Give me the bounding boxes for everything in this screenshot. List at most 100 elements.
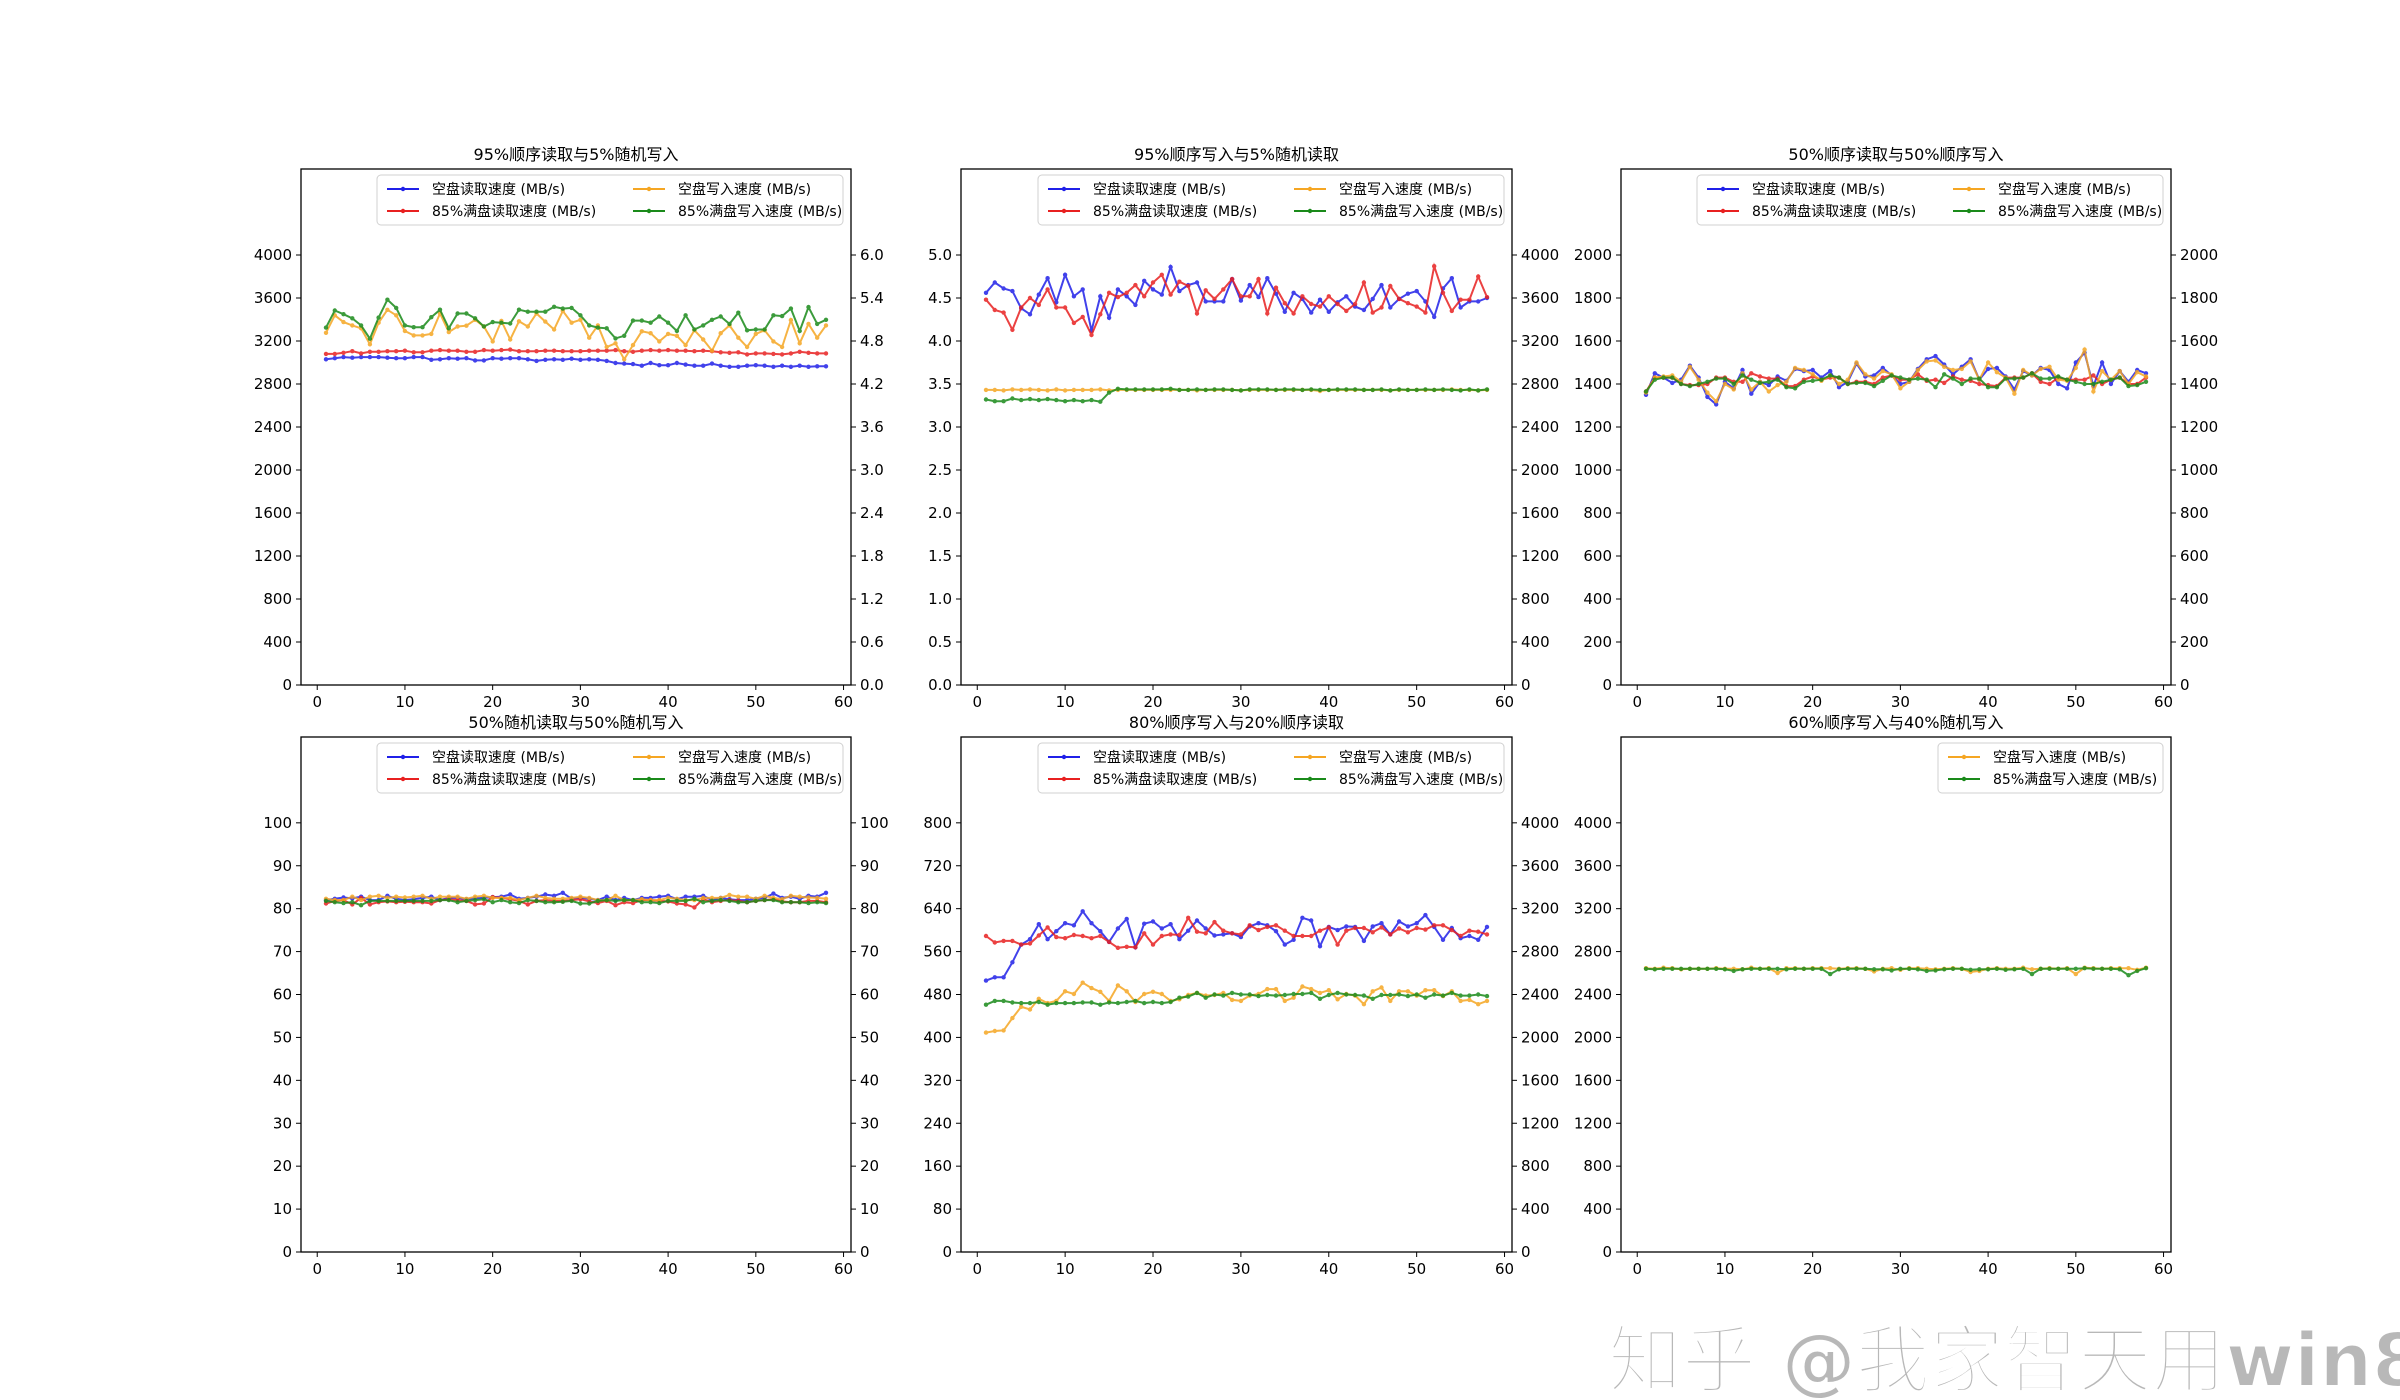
- y-left-tick-label: 3.5: [928, 375, 952, 393]
- data-point: [2143, 371, 2149, 376]
- y-left-tick-label: 4.0: [928, 332, 952, 350]
- data-point: [1221, 387, 1226, 392]
- legend-marker: [1720, 186, 1726, 192]
- data-point: [1950, 966, 1956, 971]
- data-point: [823, 364, 829, 369]
- y-right-tick-label: 1800: [2180, 289, 2218, 307]
- data-point: [1942, 380, 1947, 386]
- y-left-tick-label: 2400: [254, 418, 292, 436]
- data-point: [2143, 379, 2149, 384]
- data-point: [823, 317, 829, 322]
- data-point: [683, 348, 688, 353]
- data-point: [1476, 274, 1481, 279]
- y-left-tick-label: 600: [1583, 547, 1612, 565]
- data-point: [323, 325, 329, 330]
- legend-box: [1037, 742, 1505, 794]
- data-point: [2012, 967, 2017, 972]
- legend-marker: [1307, 754, 1313, 760]
- data-point: [367, 894, 373, 899]
- legend-label: 85%满盘写入速度 (MB/s): [678, 771, 842, 788]
- legend-label: 85%满盘写入速度 (MB/s): [678, 203, 842, 220]
- data-point: [1845, 377, 1851, 382]
- data-point: [1080, 287, 1085, 292]
- series-line: [325, 891, 827, 902]
- data-point: [350, 355, 355, 360]
- data-point: [1265, 387, 1270, 392]
- data-point: [2038, 366, 2043, 372]
- data-point: [2047, 376, 2052, 381]
- data-point: [323, 357, 329, 362]
- legend-marker: [400, 208, 406, 214]
- series-line: [985, 387, 1488, 403]
- data-point: [595, 898, 601, 904]
- data-point: [1106, 1000, 1112, 1005]
- data-point: [1291, 311, 1296, 316]
- data-point: [499, 356, 504, 361]
- data-point: [1370, 989, 1375, 994]
- data-point: [718, 363, 723, 368]
- data-point: [481, 893, 487, 898]
- series-line: [1645, 346, 2147, 403]
- data-point: [1361, 307, 1367, 313]
- data-point: [1810, 367, 1815, 373]
- data-point: [464, 311, 469, 316]
- data-point: [1115, 983, 1121, 988]
- data-point: [779, 344, 785, 350]
- data-point: [1115, 287, 1121, 292]
- legend-marker: [400, 754, 406, 760]
- data-point: [1142, 1000, 1147, 1006]
- data-point: [2126, 966, 2131, 971]
- data-point: [437, 894, 443, 899]
- watermark-text: 知乎 @我家智天用win8: [1608, 1318, 2400, 1400]
- data-point: [1054, 934, 1059, 940]
- data-point: [648, 900, 653, 905]
- data-point: [1414, 921, 1419, 926]
- data-point: [1687, 364, 1693, 369]
- data-point: [1484, 998, 1490, 1004]
- data-point: [727, 350, 732, 355]
- data-point: [2047, 381, 2052, 387]
- data-point: [992, 1028, 997, 1034]
- y-left-tick-label: 0.0: [928, 676, 952, 694]
- series-2: [983, 262, 1490, 338]
- data-point: [1370, 924, 1375, 929]
- legend-entry: 空盘读取速度 (MB/s): [387, 749, 565, 766]
- legend-marker: [1061, 754, 1067, 760]
- legend-entry: 85%满盘写入速度 (MB/s): [1294, 771, 1503, 788]
- data-point: [823, 351, 829, 356]
- y-right-tick-label: 1600: [1521, 1071, 1559, 1089]
- data-point: [367, 336, 373, 341]
- data-point: [1309, 310, 1314, 315]
- data-point: [1440, 937, 1446, 942]
- legend: 空盘读取速度 (MB/s) 85%满盘读取速度 (MB/s) 空盘写入速度 (MB/…: [376, 174, 844, 226]
- legend-marker: [1307, 776, 1313, 782]
- data-point: [1476, 937, 1481, 942]
- legend-label: 空盘写入速度 (MB/s): [1998, 181, 2131, 198]
- data-point: [402, 898, 408, 904]
- data-point: [1714, 966, 1719, 971]
- data-point: [1309, 933, 1314, 939]
- data-point: [578, 313, 583, 318]
- data-point: [1335, 990, 1340, 996]
- data-point: [481, 897, 487, 902]
- data-point: [551, 357, 557, 362]
- data-point: [1458, 998, 1463, 1004]
- data-point: [472, 897, 478, 903]
- data-point: [1696, 966, 1701, 971]
- data-point: [1027, 387, 1033, 392]
- data-point: [1001, 975, 1006, 980]
- y-left-tick-label: 5.0: [928, 246, 952, 264]
- data-point: [569, 320, 574, 325]
- y-left-tick-label: 400: [1583, 590, 1612, 608]
- data-point: [1062, 989, 1068, 994]
- data-point: [1317, 928, 1323, 933]
- series-2: [323, 347, 829, 357]
- data-point: [674, 333, 680, 338]
- data-point: [350, 316, 355, 321]
- data-point: [806, 895, 811, 900]
- data-point: [1326, 309, 1332, 314]
- data-point: [1643, 966, 1649, 971]
- chart-title: 80%顺序写入与20%顺序读取: [1129, 713, 1344, 732]
- data-point: [1027, 941, 1033, 946]
- data-point: [534, 893, 539, 898]
